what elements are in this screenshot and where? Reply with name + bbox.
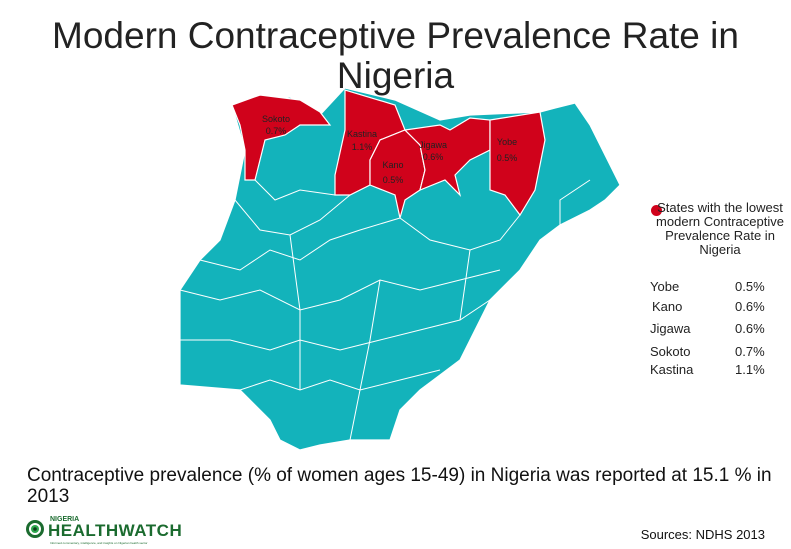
legend-row: Kano 0.6% [652,299,765,314]
map-label-state: Yobe [497,137,517,147]
legend-row: Yobe 0.5% [650,279,765,294]
eye-icon [26,520,44,538]
map-label-state: Jigawa [419,140,447,150]
map-label-value: 0.5% [383,175,404,185]
legend-value: 1.1% [735,362,765,377]
healthwatch-logo: NIGERIA HEALTHWATCH Informed commentary,… [24,516,182,545]
legend-row: Sokoto 0.7% [650,344,765,359]
map-label-value: 0.5% [497,153,518,163]
logo-tagline: Informed commentary, intelligence, and i… [50,541,148,545]
legend-red-dot-icon [651,205,662,216]
legend-value: 0.6% [735,321,765,336]
map-label-state: Kano [382,160,403,170]
map-label-state: Kastina [347,129,377,139]
map-label-state: Sokoto [262,114,290,124]
source-note: Sources: NDHS 2013 [640,527,765,542]
legend-row: Jigawa 0.6% [650,321,765,336]
map-label-value: 0.7% [266,126,287,136]
legend-value: 0.5% [735,279,765,294]
map-label-value: 0.6% [423,152,444,162]
logo-name: HEALTHWATCH [48,521,183,540]
legend-state: Sokoto [650,344,691,359]
legend-state: Kano [652,299,683,314]
state-sokoto [231,94,332,181]
state-yobe [489,111,546,217]
state-borders [179,179,591,441]
map-labels: Sokoto 0.7% Kastina 1.1% Kano 0.5% Jigaw… [262,114,517,185]
map-label-value: 1.1% [352,142,373,152]
legend-label: States with the lowest modern Contracept… [656,200,784,257]
legend-value: 0.7% [735,344,765,359]
legend-state: Yobe [650,279,680,294]
caption: Contraceptive prevalence (% of women age… [27,465,772,507]
page-title: Modern Contraceptive Prevalence Rate in … [52,15,739,96]
lowest-cpr-states [231,89,546,219]
state-jigawa [403,117,491,197]
logo-top: NIGERIA [50,516,80,523]
legend-row: Kastina 1.1% [650,362,765,377]
legend-value: 0.6% [735,299,765,314]
legend-state: Kastina [650,362,694,377]
legend-state: Jigawa [650,321,691,336]
